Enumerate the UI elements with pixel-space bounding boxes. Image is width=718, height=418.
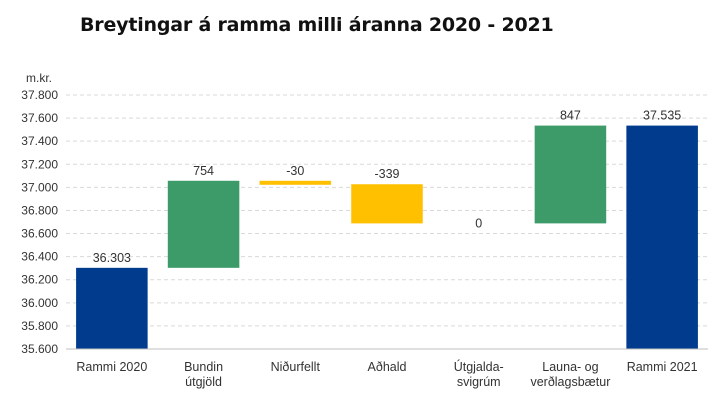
data-label: -339 xyxy=(374,167,399,181)
y-tick-label: 36.400 xyxy=(21,250,58,264)
y-tick-label: 36.800 xyxy=(21,203,58,217)
category-label: Rammi 2020 xyxy=(76,360,147,374)
data-label: 847 xyxy=(560,109,581,123)
y-tick-label: 36.600 xyxy=(21,227,58,241)
y-tick-label: 36.000 xyxy=(21,296,58,310)
category-label: Bundin xyxy=(184,360,223,374)
data-label: 0 xyxy=(475,216,482,230)
y-tick-label: 37.800 xyxy=(21,88,58,102)
data-label: 754 xyxy=(193,164,214,178)
y-tick-label: 37.000 xyxy=(21,180,58,194)
data-label: 36.303 xyxy=(93,251,131,265)
category-label: Niðurfellt xyxy=(271,360,321,374)
category-label: Aðhald xyxy=(368,360,407,374)
y-tick-label: 37.400 xyxy=(21,134,58,148)
category-label: Launa- og xyxy=(542,360,598,374)
bar-total xyxy=(626,125,698,349)
category-label: útgjöld xyxy=(185,375,222,389)
y-axis-unit-label: m.kr. xyxy=(26,71,52,85)
y-axis-ticks: 35.600 35.800 36.000 36.200 36.400 36.600 36.8… xyxy=(21,88,58,356)
y-tick-label: 35.600 xyxy=(21,342,58,356)
bar-total xyxy=(76,267,148,349)
category-label: Rammi 2021 xyxy=(627,360,698,374)
y-tick-label: 36.200 xyxy=(21,273,58,287)
y-tick-label: 37.200 xyxy=(21,157,58,171)
bar-decrease xyxy=(259,180,332,185)
data-label: 37.535 xyxy=(643,109,681,123)
bar-decrease xyxy=(351,184,423,224)
bar-increase xyxy=(534,125,607,224)
category-label: verðlagsbætur xyxy=(530,375,610,389)
bars xyxy=(76,125,698,349)
category-label: Útgjalda- xyxy=(454,359,504,374)
category-label: svigrúm xyxy=(457,375,501,389)
y-tick-label: 35.800 xyxy=(21,319,58,333)
chart-title: Breytingar á ramma milli áranna 2020 - 2… xyxy=(80,14,554,36)
data-label: -30 xyxy=(286,164,304,178)
data-labels: 36.303 754 -30 -339 0 847 37.535 xyxy=(93,109,682,265)
y-tick-label: 37.600 xyxy=(21,111,58,125)
bar-increase xyxy=(167,180,240,268)
